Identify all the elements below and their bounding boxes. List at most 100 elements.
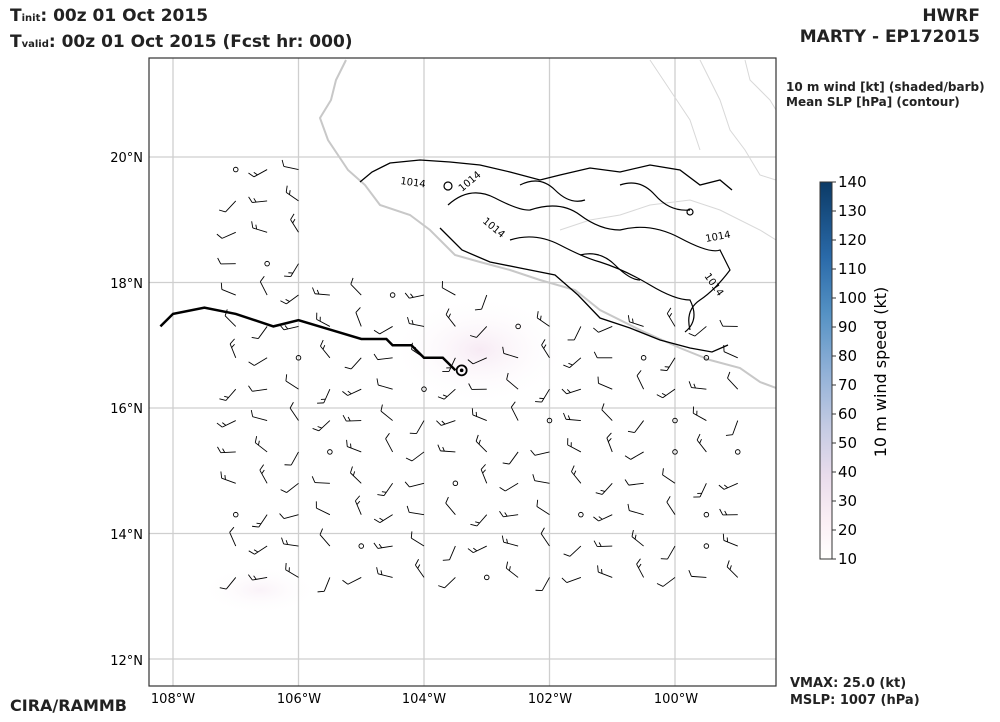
wind-barb (285, 374, 299, 390)
barb-shaft (536, 317, 550, 327)
wind-barb (561, 577, 582, 583)
barb-flag (726, 537, 728, 542)
calm-wind-circle (389, 292, 396, 298)
barb-flag (229, 338, 235, 345)
wind-barb (373, 353, 393, 361)
barb-flag (437, 444, 441, 452)
wind-barb (311, 476, 330, 484)
wind-barb (406, 505, 425, 516)
barb-shaft (541, 344, 550, 359)
colorbar-tick-label: 70 (838, 376, 857, 394)
barb-shaft (566, 388, 582, 395)
barb-flag (467, 548, 474, 553)
barb-flag (699, 439, 702, 444)
wind-barb (220, 282, 236, 296)
barb-flag (217, 257, 222, 265)
barb-flag (442, 559, 450, 561)
wind-barb (280, 482, 299, 493)
wind-barb (726, 560, 739, 578)
barb-flag (288, 567, 290, 572)
barb-flag (505, 561, 509, 569)
barb-shaft (662, 388, 676, 399)
barb-shaft (409, 482, 425, 488)
barb-flag (438, 585, 445, 589)
storm-track (159, 306, 457, 372)
wind-barb (377, 483, 393, 497)
legend-slp: Mean SLP [hPa] (contour) (786, 95, 960, 109)
wind-barb (315, 501, 331, 516)
barb-shaft (385, 438, 394, 453)
wind-barb (279, 513, 299, 519)
wind-barb (438, 577, 456, 589)
barb-flag (693, 383, 696, 389)
barb-flag (248, 385, 253, 392)
barb-shaft (598, 326, 613, 333)
barb-flag (593, 516, 599, 522)
barb-flag (502, 346, 505, 354)
barb-shaft (222, 420, 236, 428)
valid-time-value: : 00z 01 Oct 2015 (Fcst hr: 000) (48, 32, 353, 52)
pressure-contour (519, 180, 691, 281)
barb-flag (229, 526, 235, 533)
wind-barb (499, 482, 519, 492)
barb-shaft (347, 446, 362, 453)
barb-flag (253, 575, 257, 580)
wind-barb (624, 451, 644, 460)
wind-barb (696, 433, 707, 453)
colorbar-tick-label: 20 (838, 521, 857, 539)
barb-flag (601, 568, 603, 574)
barb-flag (506, 538, 508, 544)
barb-flag (377, 494, 385, 497)
wind-barb (719, 508, 738, 516)
barb-flag (473, 547, 478, 552)
barb-shaft (440, 450, 456, 453)
barb-shaft (377, 357, 393, 361)
barb-shaft (409, 511, 425, 516)
barb-flag (719, 508, 724, 516)
lon-label: 102°W (528, 692, 572, 707)
mslp-value: MSLP: 1007 (hPa) (790, 693, 920, 708)
barb-flag (661, 392, 667, 396)
wind-barb (692, 406, 707, 421)
barb-shaft (569, 545, 582, 557)
wind-barb (535, 577, 550, 591)
barb-shaft (444, 577, 456, 589)
wind-barb (656, 577, 676, 587)
barb-flag (719, 319, 724, 327)
barb-flag (660, 558, 668, 560)
barb-flag (410, 531, 413, 539)
wind-barb (722, 533, 738, 547)
barb-shaft (286, 482, 299, 493)
barb-flag (597, 565, 599, 573)
barb-flag (468, 383, 473, 390)
barb-shaft (225, 388, 237, 401)
init-time-value: : 00z 01 Oct 2015 (40, 6, 209, 26)
barb-shaft (726, 566, 739, 578)
wind-barb (248, 357, 268, 366)
wind-barb (385, 432, 394, 453)
wind-barb (469, 326, 488, 338)
barb-shaft (283, 165, 299, 170)
barb-flag (342, 579, 349, 585)
barb-flag (281, 159, 285, 167)
barb-flag (409, 432, 417, 434)
barb-flag (448, 313, 451, 318)
barb-flag (688, 332, 696, 337)
barb-flag (290, 213, 295, 220)
wind-barb (251, 221, 268, 233)
wind-barb (410, 531, 425, 547)
valid-time: Tvalid: 00z 01 Oct 2015 (Fcst hr: 000) (10, 32, 353, 52)
barb-flag (729, 565, 732, 570)
barb-flag (692, 406, 694, 414)
barb-flag (600, 489, 606, 492)
colorbar-tick-label: 30 (838, 492, 857, 510)
barb-shaft (566, 577, 582, 583)
barb-flag (405, 457, 413, 462)
barb-flag (317, 590, 325, 593)
barb-shaft (350, 472, 362, 484)
colorbar-tick-label: 40 (838, 463, 857, 481)
barb-shaft (449, 545, 456, 561)
barb-shaft (225, 200, 237, 213)
wind-barb (373, 542, 393, 549)
contour-label: 1014 (702, 271, 726, 298)
